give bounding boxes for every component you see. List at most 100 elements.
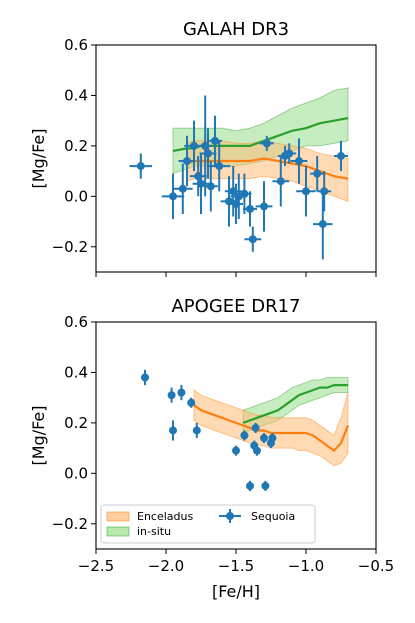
y-tick-label: 0.4: [64, 363, 88, 381]
y-tick-label: −0.2: [52, 238, 88, 256]
y-tick-label: 0.6: [64, 313, 88, 331]
sequoia-point: [246, 480, 254, 491]
sequoia-marker: [262, 139, 271, 148]
sequoia-point: [199, 128, 217, 179]
sequoia-marker: [197, 179, 205, 188]
sequoia-marker: [248, 235, 257, 244]
legend-swatch-enceladus: [106, 511, 130, 522]
y-tick-label: 0.0: [64, 464, 88, 482]
sequoia-point: [244, 226, 262, 252]
legend-sequoia-marker: [226, 512, 234, 520]
band-enceladus: [193, 389, 349, 467]
sequoia-point: [237, 173, 252, 214]
legend-box: [100, 504, 316, 544]
sequoia-point: [261, 480, 270, 491]
sequoia-point: [178, 135, 196, 187]
sequoia-marker: [268, 434, 277, 443]
sequoia-marker: [206, 182, 215, 191]
sequoia-marker: [177, 388, 186, 397]
sequoia-point: [253, 445, 261, 456]
sequoia-marker: [232, 446, 240, 455]
sequoia-point: [167, 387, 176, 403]
sequoia-point: [192, 422, 201, 439]
legend-label-insitu: in-situ: [137, 525, 171, 538]
sequoia-point: [203, 161, 218, 212]
y-tick-label: 0.2: [64, 414, 88, 432]
sequoia-marker: [169, 192, 177, 201]
sequoia-point: [255, 181, 273, 232]
sequoia-marker: [187, 398, 196, 407]
sequoia-point: [268, 432, 277, 444]
sequoia-point: [169, 420, 177, 441]
legend: Enceladus in-situ Sequoia: [100, 504, 316, 544]
sequoia-marker: [285, 149, 294, 158]
sequoia-point: [313, 188, 333, 260]
sequoia-point: [184, 120, 204, 172]
legend-label-sequoia: Sequoia: [251, 510, 295, 523]
chart-title: GALAH DR3: [183, 19, 289, 40]
line-enceladus: [193, 404, 350, 453]
panel-apogee: APOGEE DR17 [Mg/Fe] [Fe/H] −0.2 0.0 0.2 0.4 0.6…: [29, 296, 394, 601]
chart-title: APOGEE DR17: [171, 296, 300, 317]
sequoia-point: [296, 166, 316, 217]
legend-swatch-insitu: [106, 526, 130, 537]
sequoia-point: [334, 140, 348, 172]
sequoia-point: [272, 155, 290, 207]
sequoia-point: [243, 191, 257, 227]
sequoia-point: [161, 173, 185, 220]
x-axis-label: [Fe/H]: [212, 582, 260, 601]
sequoia-marker: [246, 481, 254, 490]
sequoia-marker: [183, 157, 191, 166]
sequoia-point: [208, 140, 231, 192]
sequoia-marker: [260, 202, 268, 211]
sequoia-marker: [240, 189, 249, 198]
sequoia-point: [282, 143, 297, 164]
sequoia-marker: [211, 136, 219, 145]
sequoia-marker: [169, 426, 177, 435]
sequoia-point: [232, 445, 240, 456]
sequoia-marker: [320, 187, 329, 196]
sequoia-point: [290, 138, 308, 184]
y-tick-label: 0.2: [64, 137, 88, 155]
sequoia-point: [208, 115, 222, 167]
sequoia-point: [173, 163, 193, 214]
y-tick-label: 0.0: [64, 187, 88, 205]
band-enceladus: [186, 140, 349, 202]
sequoia-marker: [276, 177, 285, 186]
sequoia-marker: [167, 391, 176, 400]
y-tick-label: 0.4: [64, 86, 88, 104]
x-tick-label: −2.0: [148, 557, 184, 575]
sequoia-point: [259, 135, 274, 151]
sequoia-point: [240, 430, 249, 441]
line-in-situ: [242, 384, 348, 424]
sequoia-marker: [204, 149, 212, 158]
sequoia-marker: [192, 426, 201, 435]
y-axis-label: [Mg/Fe]: [29, 128, 48, 188]
y-tick-label: 0.6: [64, 36, 88, 54]
sequoia-point: [177, 385, 186, 401]
sequoia-marker: [337, 151, 345, 160]
sequoia-point: [187, 397, 196, 408]
sequoia-marker: [302, 187, 310, 196]
sequoia-point: [260, 432, 268, 444]
sequoia-marker: [261, 481, 270, 490]
sequoia-marker: [246, 204, 254, 213]
sequoia-marker: [253, 446, 261, 455]
y-axis-label: [Mg/Fe]: [29, 405, 48, 465]
sequoia-marker: [251, 423, 260, 432]
panel-galah: GALAH DR3 [Mg/Fe] −0.2 0.0 0.2 0.4 0.6: [29, 19, 377, 277]
sequoia-marker: [240, 431, 249, 440]
x-tick-label: −1.5: [218, 557, 254, 575]
x-tick-label: −2.5: [78, 557, 114, 575]
sequoia-marker: [295, 157, 303, 166]
sequoia-marker: [318, 220, 327, 229]
sequoia-point: [141, 369, 149, 386]
sequoia-marker: [313, 169, 322, 178]
sequoia-marker: [178, 184, 187, 193]
sequoia-marker: [260, 434, 268, 443]
x-tick-label: −1.0: [288, 557, 324, 575]
sequoia-marker: [141, 373, 149, 382]
sequoia-marker: [215, 162, 224, 171]
sequoia-point: [192, 153, 210, 214]
